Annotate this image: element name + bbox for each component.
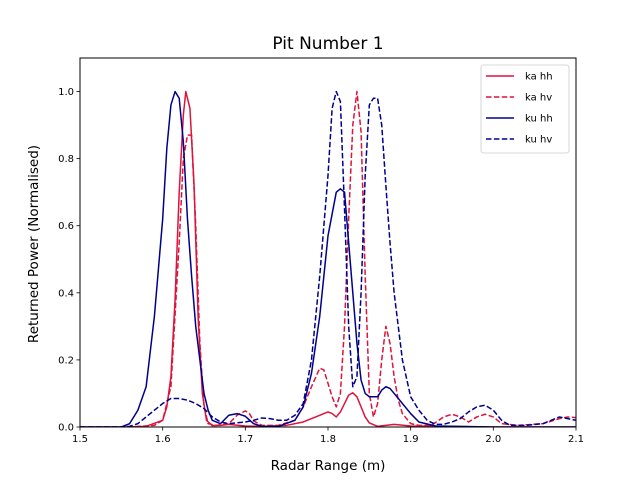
legend-label: ka hv bbox=[525, 93, 552, 104]
y-axis-label: Returned Power (Normalised) bbox=[26, 145, 42, 343]
series-line-ku-hv bbox=[80, 90, 576, 427]
legend-box bbox=[480, 64, 570, 154]
x-tick-label: 2.0 bbox=[485, 434, 501, 445]
x-tick-label: 1.9 bbox=[403, 434, 419, 445]
x-axis: 1.5 1.6 1.7 1.8 1.9 2.0 2.1 bbox=[72, 427, 584, 445]
y-tick-label: 0.2 bbox=[58, 355, 74, 366]
x-tick-label: 1.7 bbox=[237, 434, 253, 445]
y-tick-label: 1.0 bbox=[58, 87, 74, 98]
x-axis-label: Radar Range (m) bbox=[271, 458, 386, 474]
x-tick-label: 1.8 bbox=[320, 434, 336, 445]
series-group bbox=[80, 90, 576, 427]
x-tick-label: 1.6 bbox=[155, 434, 171, 445]
y-tick-label: 0.4 bbox=[58, 288, 74, 299]
chart-title: Pit Number 1 bbox=[272, 34, 383, 54]
legend-label: ku hv bbox=[525, 135, 552, 146]
y-tick-label: 0.6 bbox=[58, 221, 74, 232]
y-tick-label: 0.0 bbox=[58, 423, 74, 434]
y-tick-label: 0.8 bbox=[58, 154, 74, 165]
legend: ka hh ka hv ku hh ku hv bbox=[480, 64, 570, 154]
x-tick-label: 2.1 bbox=[568, 434, 584, 445]
legend-label: ku hh bbox=[525, 114, 553, 125]
series-line-ka-hv bbox=[80, 90, 576, 427]
x-tick-label: 1.5 bbox=[72, 434, 88, 445]
y-axis: 0.0 0.2 0.4 0.6 0.8 1.0 bbox=[58, 87, 80, 434]
legend-label: ka hh bbox=[525, 72, 553, 83]
series-line-ku-hh bbox=[80, 90, 576, 427]
